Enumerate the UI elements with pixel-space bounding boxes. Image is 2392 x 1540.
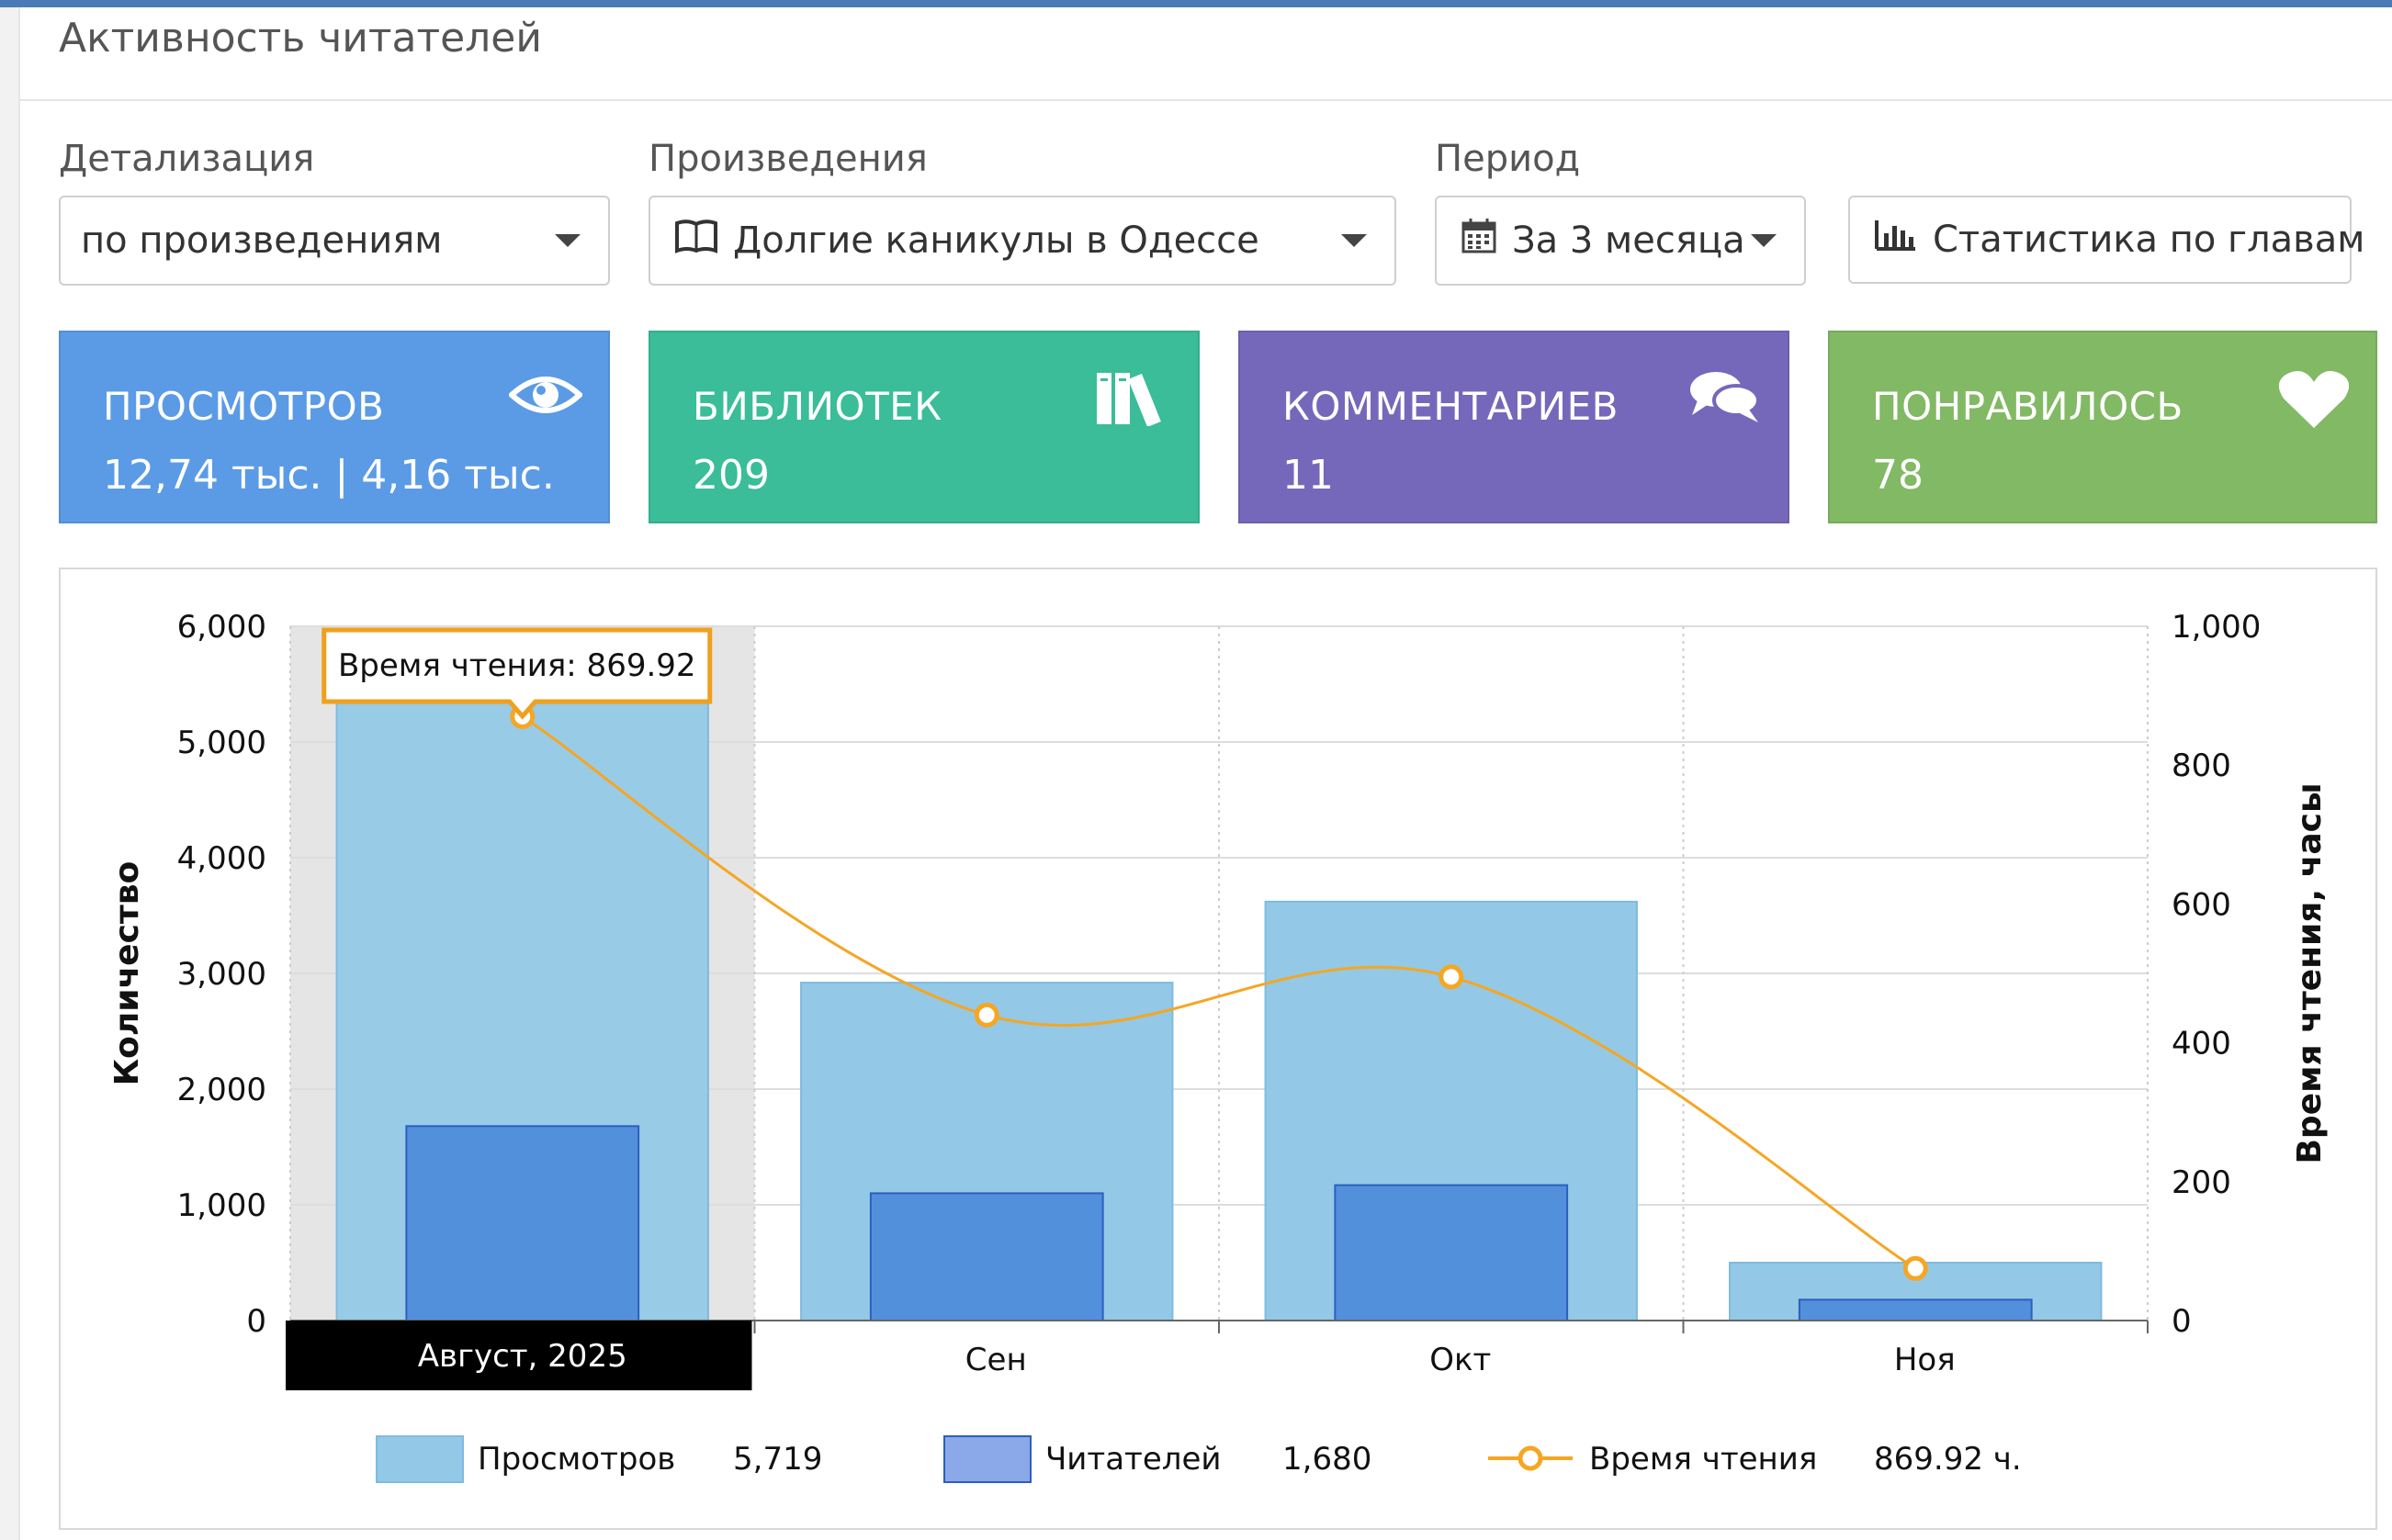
- eye-icon: [507, 369, 584, 424]
- works-dropdown-value: Долгие каникулы в Одессе: [733, 219, 1259, 262]
- y-tick-label: 0: [246, 1303, 266, 1340]
- reading-time-line: [521, 715, 1917, 1270]
- x-tick-label: Сен: [965, 1342, 1027, 1378]
- tooltip-text: Время чтения: 869.92: [338, 647, 696, 684]
- reader-activity-chart: 0 1,000 2,000 3,000 4,000 5,000 6,000 0 200 400 60…: [108, 609, 2329, 1483]
- legend-label-readers: Читателей: [1045, 1441, 1222, 1478]
- comments-card: КОММЕНТАРИЕВ 11: [1238, 331, 1789, 523]
- chevron-down-icon: [1751, 234, 1777, 247]
- likes-card-value: 78: [1872, 452, 1924, 499]
- legend-value-reading-time: 869.92 ч.: [1874, 1441, 2022, 1478]
- legend-label-reading-time: Время чтения: [1589, 1441, 1817, 1478]
- reader-activity-chart-panel: 0 1,000 2,000 3,000 4,000 5,000 6,000 0 200 400 60…: [59, 568, 2377, 1530]
- period-label: Период: [1435, 138, 1581, 180]
- readers-bar: [1334, 1184, 1569, 1322]
- y-right-axis-title: Время чтения, часы: [2291, 782, 2329, 1163]
- page-title: Активность читателей: [59, 15, 542, 62]
- detail-dropdown-value: по произведениям: [81, 219, 443, 262]
- y-right-tick-label: 0: [2172, 1303, 2192, 1340]
- y-axis-title: Количество: [108, 861, 146, 1086]
- reading-time-point: [974, 1002, 999, 1028]
- period-dropdown-value: За 3 месяца: [1512, 219, 1745, 262]
- comments-card-label: КОММЕНТАРИЕВ: [1282, 384, 1619, 429]
- book-icon: [674, 218, 718, 264]
- x-crosshair-label: Август, 2025: [418, 1338, 627, 1375]
- legend-swatch-readers: [943, 1435, 1032, 1483]
- libraries-card: БИБЛИОТЕК 209: [649, 331, 1200, 523]
- comments-card-value: 11: [1282, 452, 1334, 499]
- title-divider: [20, 99, 2392, 101]
- y-right-tick-label: 200: [2172, 1164, 2231, 1201]
- x-tick-label: Окт: [1429, 1342, 1491, 1378]
- y-right-tick-label: 1,000: [2172, 609, 2261, 646]
- readers-bar: [1798, 1298, 2033, 1322]
- bar-chart-icon: [1874, 219, 1916, 261]
- libraries-card-label: БИБЛИОТЕК: [693, 384, 942, 429]
- y-tick-label: 2,000: [177, 1072, 266, 1108]
- comments-icon: [1688, 369, 1762, 430]
- chevron-down-icon: [1341, 234, 1367, 247]
- likes-card-label: ПОНРАВИЛОСЬ: [1872, 384, 2183, 429]
- works-label: Произведения: [649, 138, 928, 180]
- readers-bar: [869, 1192, 1104, 1322]
- period-dropdown[interactable]: За 3 месяца: [1435, 196, 1806, 286]
- y-tick-label: 6,000: [177, 609, 266, 646]
- works-dropdown[interactable]: Долгие каникулы в Одессе: [649, 196, 1396, 286]
- y-right-tick-label: 400: [2172, 1026, 2231, 1062]
- legend-value-readers: 1,680: [1282, 1441, 1371, 1478]
- chevron-down-icon: [555, 234, 581, 247]
- x-crosshair-label-box: [286, 1321, 752, 1390]
- views-card-value: 12,74 тыс. | 4,16 тыс.: [103, 452, 555, 499]
- heart-icon: [2278, 369, 2350, 433]
- tooltip-box: [322, 627, 713, 720]
- y-right-tick-label: 600: [2172, 886, 2231, 923]
- legend-swatch-views: [376, 1435, 464, 1483]
- left-sidebar-edge: [0, 7, 20, 1540]
- libraries-card-value: 209: [693, 452, 770, 499]
- y-tick-label: 4,000: [177, 840, 266, 877]
- chapter-stats-button[interactable]: Статистика по главам: [1848, 196, 2364, 284]
- books-icon: [1095, 369, 1172, 430]
- reading-time-point: [1902, 1255, 1928, 1281]
- legend-value-views: 5,719: [733, 1441, 822, 1478]
- views-card: ПРОСМОТРОВ 12,74 тыс. | 4,16 тыс.: [59, 331, 610, 523]
- top-accent-bar: [0, 0, 2392, 7]
- y-tick-label: 1,000: [177, 1187, 266, 1224]
- views-card-label: ПРОСМОТРОВ: [103, 384, 385, 429]
- likes-card: ПОНРАВИЛОСЬ 78: [1828, 331, 2377, 523]
- chapter-stats-label: Статистика по главам: [1933, 219, 2365, 261]
- legend-label-views: Просмотров: [478, 1441, 675, 1478]
- detail-label: Детализация: [59, 138, 315, 180]
- y-tick-label: 3,000: [177, 956, 266, 993]
- legend-marker-reading-time: [1518, 1445, 1543, 1471]
- reading-time-point: [1439, 964, 1464, 990]
- y-tick-label: 5,000: [177, 725, 266, 761]
- detail-dropdown[interactable]: по произведениям: [59, 196, 610, 286]
- x-tick-label: Ноя: [1894, 1342, 1956, 1378]
- calendar-icon: [1461, 218, 1497, 264]
- readers-bar: [405, 1125, 640, 1321]
- y-right-tick-label: 800: [2172, 748, 2231, 784]
